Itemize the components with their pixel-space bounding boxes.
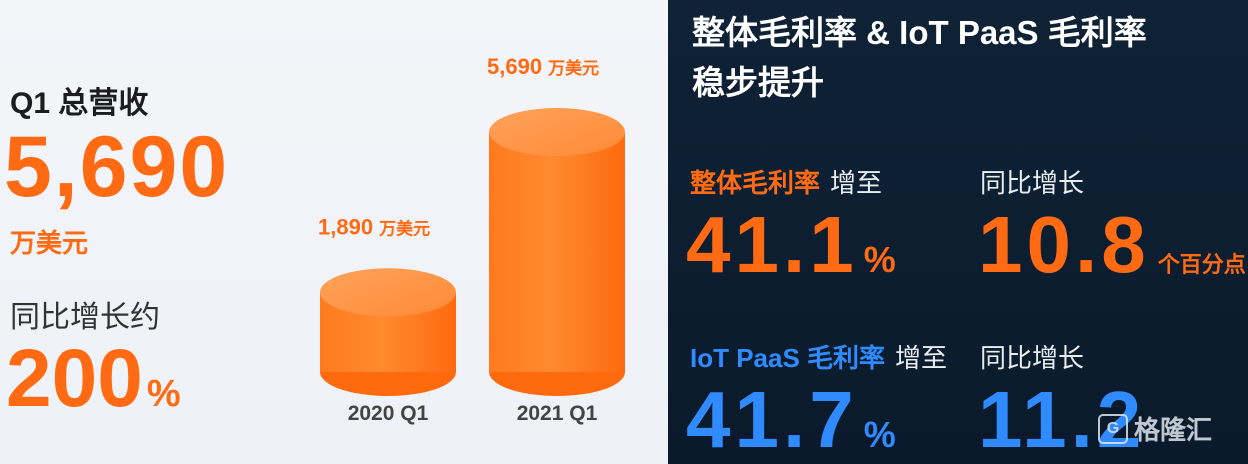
watermark-text: 格隆汇 bbox=[1134, 415, 1213, 445]
iot-margin-value: 41.7% bbox=[686, 380, 896, 460]
bar-category-label: 2020 Q1 bbox=[348, 402, 429, 425]
margin-panel: 整体毛利率 & IoT PaaS 毛利率 稳步提升 整体毛利率 增至 41.1% … bbox=[668, 0, 1248, 464]
bar-value-unit: 万美元 bbox=[378, 218, 430, 238]
revenue-yoy-number: 200 bbox=[6, 333, 143, 424]
revenue-value: 5,690 bbox=[4, 119, 230, 215]
overall-yoy-unit: 个百分点 bbox=[1157, 252, 1246, 277]
overall-margin-label: 整体毛利率 增至 bbox=[690, 163, 882, 200]
margin-title: 整体毛利率 & IoT PaaS 毛利率 稳步提升 bbox=[692, 8, 1147, 108]
overall-margin-label-suffix: 增至 bbox=[830, 168, 883, 198]
overall-margin-value: 41.1% bbox=[686, 205, 896, 285]
iot-margin-label-text: IoT PaaS 毛利率 bbox=[690, 343, 886, 373]
margin-title-line2: 稳步提升 bbox=[692, 64, 824, 101]
revenue-yoy-pct: % bbox=[146, 373, 181, 415]
iot-yoy-value: 11.2 bbox=[978, 380, 1145, 460]
iot-yoy-label: 同比增长 bbox=[980, 343, 1085, 373]
bar-top bbox=[489, 108, 625, 156]
watermark: G 格隆汇 bbox=[1098, 410, 1212, 447]
overall-yoy-value: 10.8 个百分点 bbox=[978, 205, 1246, 285]
iot-margin-label-suffix: 增至 bbox=[895, 343, 948, 373]
bar-value-unit: 万美元 bbox=[547, 58, 599, 78]
bar-top bbox=[320, 268, 456, 317]
overall-margin-label-text: 整体毛利率 bbox=[690, 168, 821, 198]
bar-value-label: 5,690 万美元 bbox=[487, 54, 599, 79]
overall-margin-pct: % bbox=[863, 239, 896, 280]
revenue-panel: Q1 总营收 5,690 万美元 同比增长约 200% 1,890 万美元 202… bbox=[0, 0, 668, 464]
margin-title-line1: 整体毛利率 & IoT PaaS 毛利率 bbox=[692, 14, 1147, 51]
iot-margin-pct: % bbox=[863, 414, 896, 455]
bar-2021-q1: 5,690 万美元 2021 Q1 bbox=[487, 54, 625, 425]
watermark-logo-icon: G bbox=[1098, 413, 1128, 444]
revenue-yoy-label: 同比增长约 bbox=[10, 301, 160, 334]
bar-body bbox=[489, 132, 625, 372]
iot-margin-label: IoT PaaS 毛利率 增至 bbox=[690, 338, 947, 375]
iot-margin-number: 41.7 bbox=[686, 375, 858, 464]
bar-category-label: 2021 Q1 bbox=[517, 402, 598, 425]
revenue-bar-chart: 1,890 万美元 2020 Q1 5,690 万美元 2021 Q1 bbox=[318, 54, 625, 425]
overall-yoy-number: 10.8 bbox=[978, 200, 1150, 289]
bar-value-label: 1,890 万美元 bbox=[318, 214, 430, 239]
overall-margin-number: 41.1 bbox=[686, 200, 858, 289]
revenue-yoy-value: 200% bbox=[6, 338, 181, 420]
overall-yoy-label: 同比增长 bbox=[980, 168, 1085, 198]
bar-2020-q1: 1,890 万美元 2020 Q1 bbox=[318, 214, 456, 425]
revenue-unit: 万美元 bbox=[10, 228, 89, 258]
revenue-title: Q1 总营收 bbox=[10, 87, 149, 120]
iot-yoy-number: 11.2 bbox=[978, 375, 1146, 464]
